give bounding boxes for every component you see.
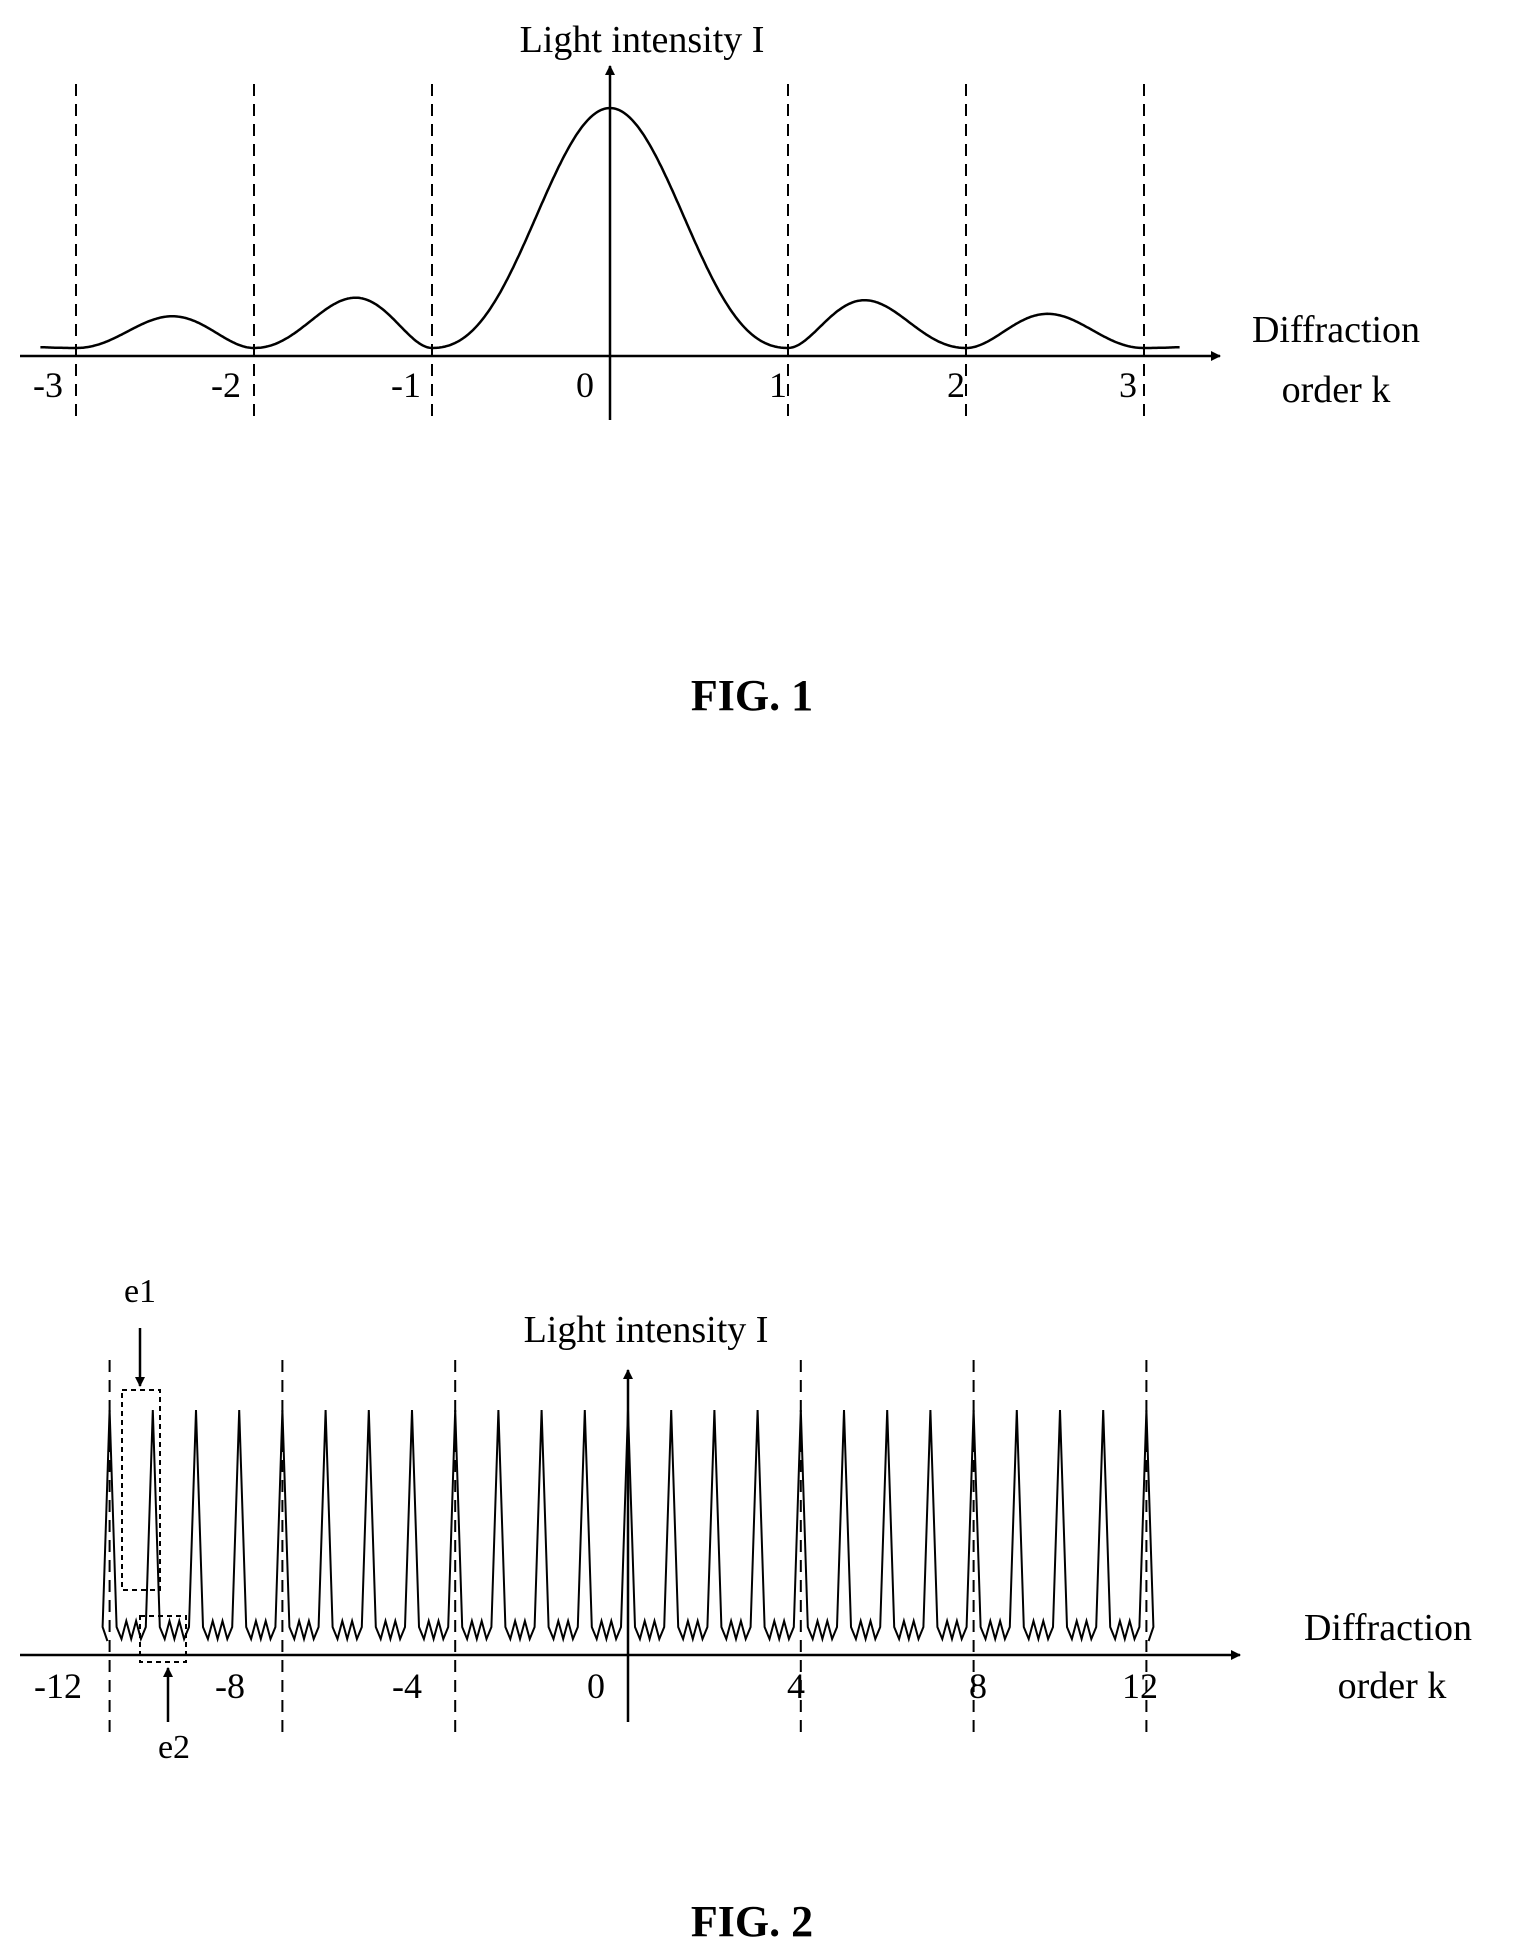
fig2-tick-label: 0 — [587, 1666, 605, 1706]
fig2-caption: FIG. 2 — [691, 1897, 813, 1946]
fig1-caption: FIG. 1 — [691, 671, 813, 720]
fig2-tick-label: -12 — [34, 1666, 82, 1706]
fig1-tick-label: 0 — [576, 365, 594, 405]
fig1-x-axis-label-line2: order k — [1282, 369, 1391, 411]
e1-region-box — [121, 1389, 161, 1591]
e2-region-box — [139, 1615, 187, 1663]
fig2-x-axis-label-line1: Diffraction — [1304, 1607, 1472, 1649]
fig2-tick-label: -8 — [215, 1666, 245, 1706]
fig1-tick-label: 2 — [947, 365, 965, 405]
e1-label: e1 — [124, 1273, 156, 1310]
fig1-order-dashed-lines — [75, 84, 1145, 420]
fig2-x-axis-label-line2: order k — [1338, 1665, 1447, 1707]
fig2-tick-label: 4 — [787, 1666, 805, 1706]
fig1-tick-label: 3 — [1119, 365, 1137, 405]
e2-label: e2 — [158, 1729, 190, 1766]
fig1-tick-label: 1 — [769, 365, 787, 405]
fig1-tick-label: -1 — [391, 365, 421, 405]
fig2-tick-label: 8 — [969, 1666, 987, 1706]
figure-2: e1 e2 Light intensity I Diffraction orde… — [20, 1273, 1472, 1946]
fig1-intensity-curve — [40, 106, 1180, 350]
fig2-y-axis-label: Light intensity I — [524, 1309, 769, 1351]
figure-1: Light intensity I Diffraction order k -3… — [20, 19, 1420, 720]
fig1-tick-label: -3 — [33, 365, 63, 405]
fig1-y-axis-label: Light intensity I — [520, 19, 765, 61]
fig1-x-axis-label-line1: Diffraction — [1252, 309, 1420, 351]
fig1-tick-label: -2 — [211, 365, 241, 405]
fig2-intensity-curve — [101, 1409, 1155, 1643]
fig2-tick-label: -4 — [392, 1666, 422, 1706]
fig2-tick-label: 12 — [1122, 1666, 1158, 1706]
